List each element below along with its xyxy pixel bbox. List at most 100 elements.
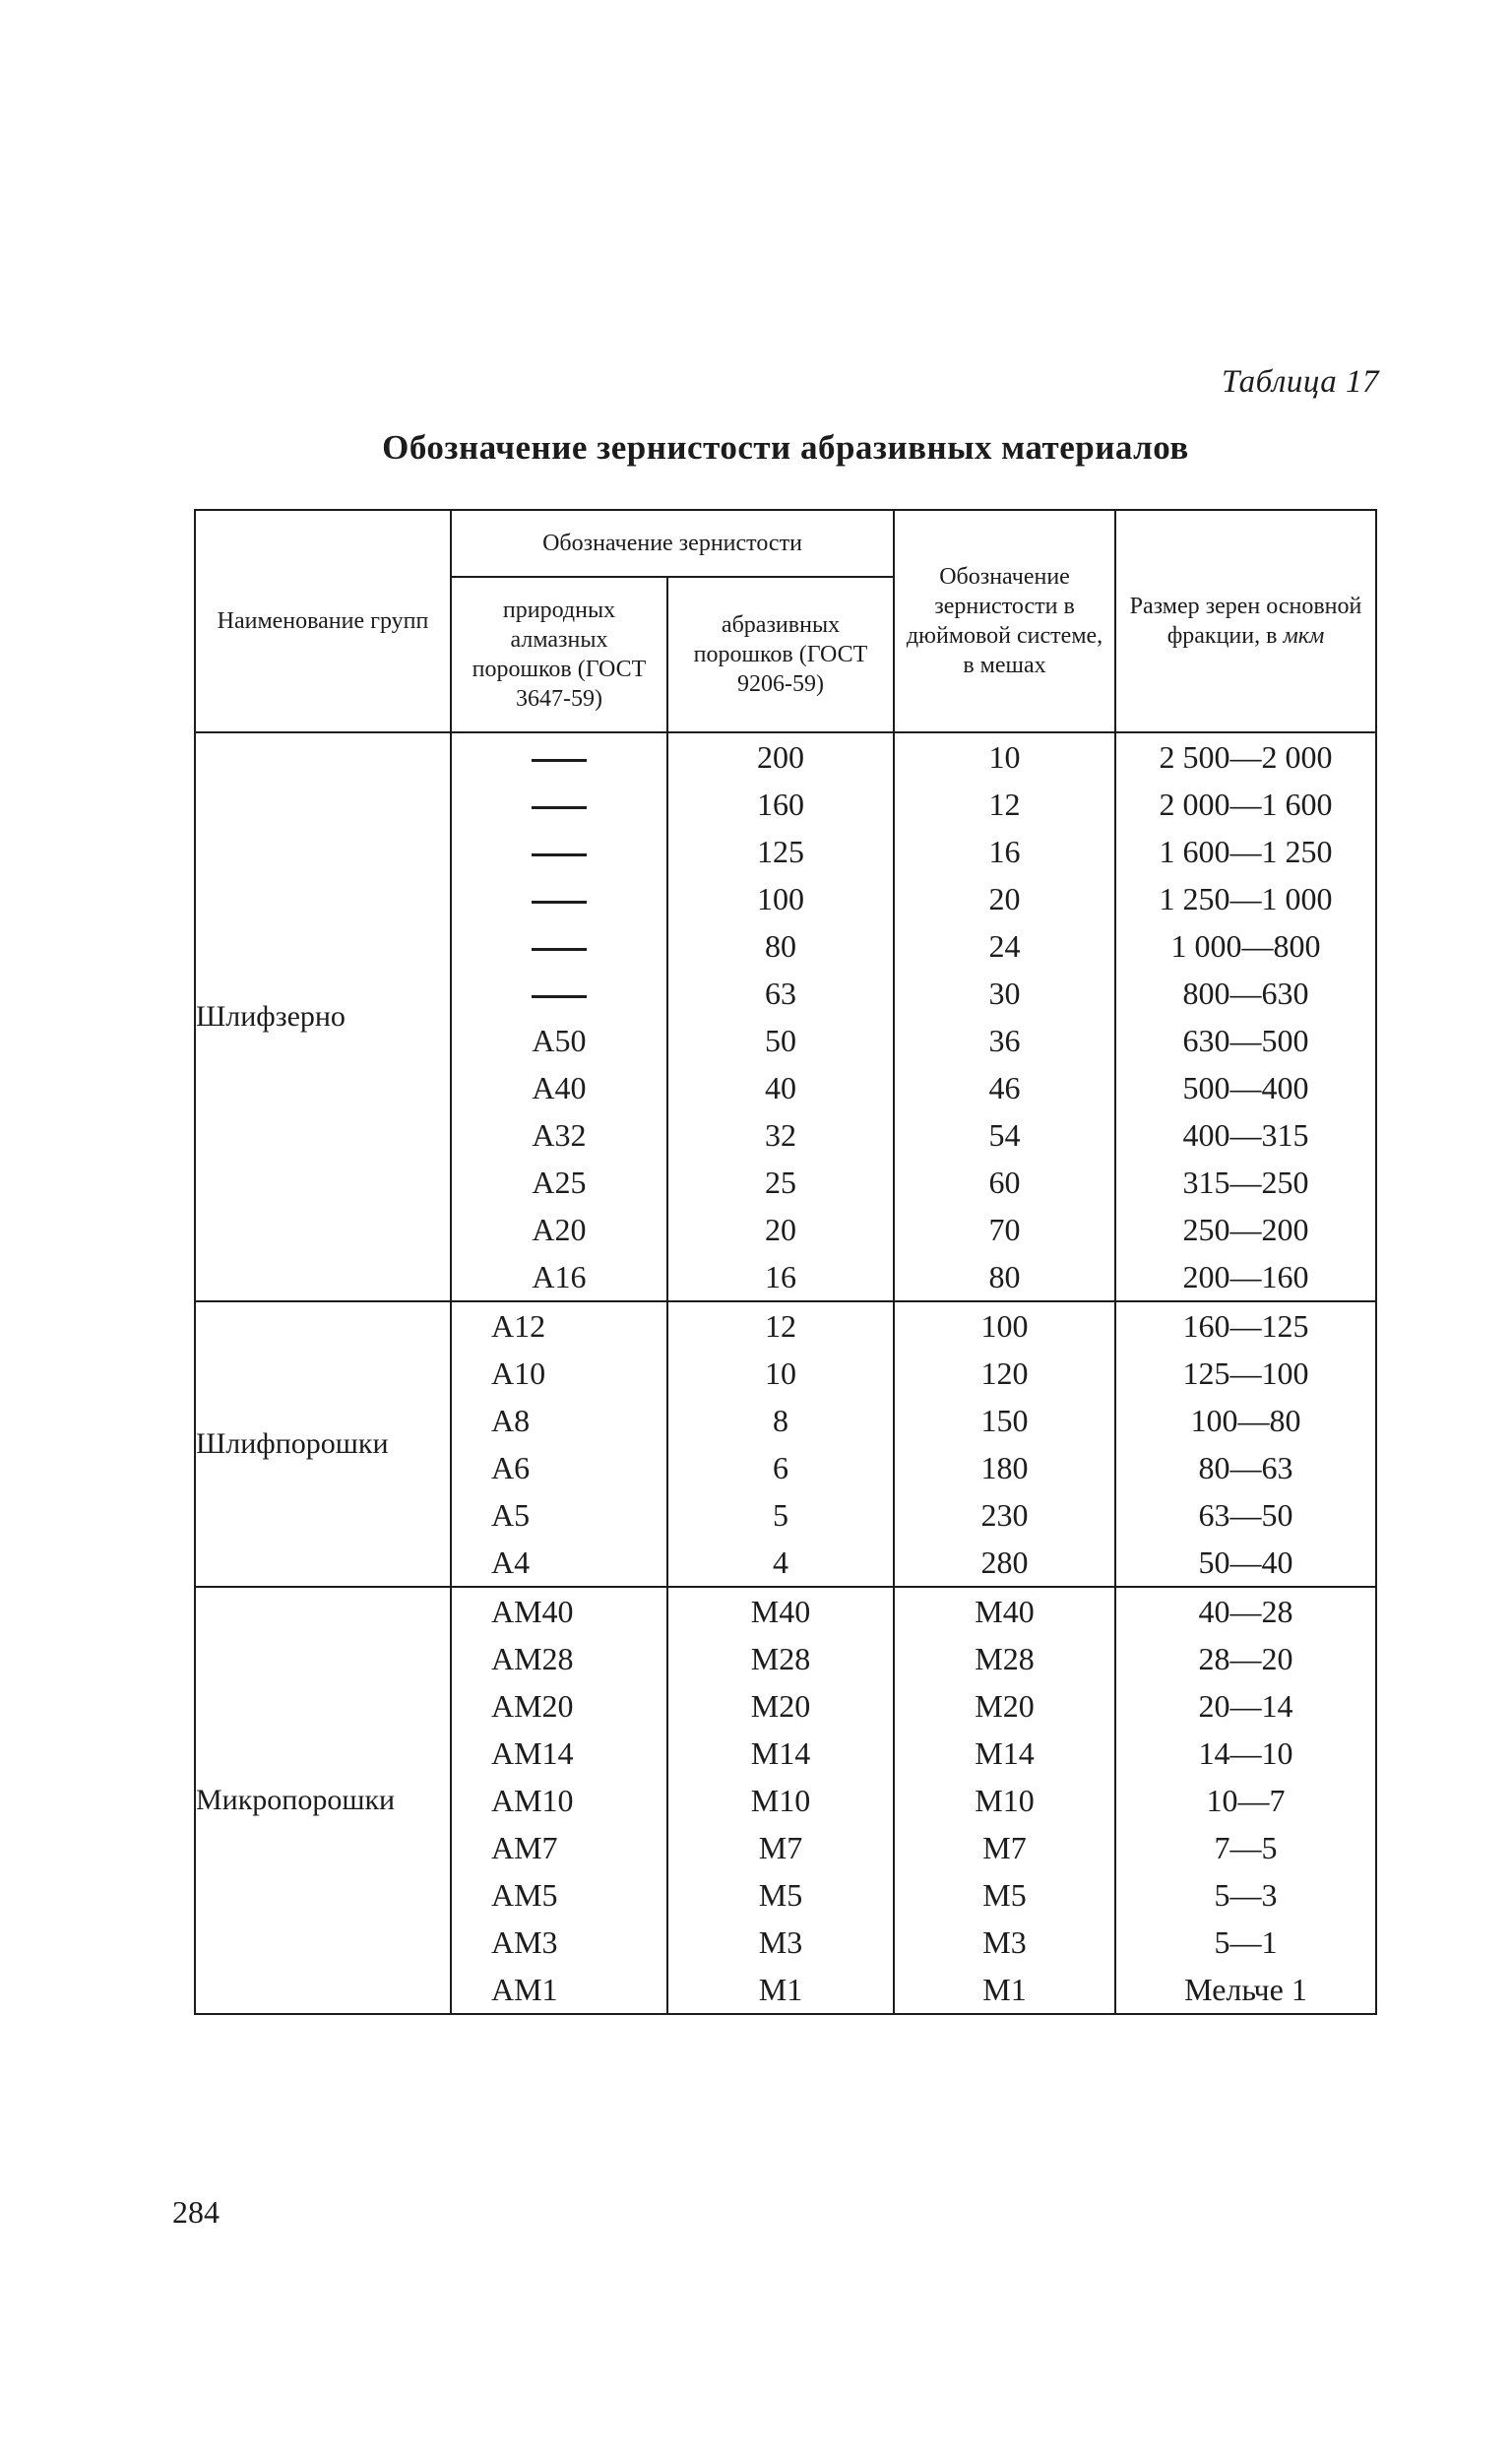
data-value: A40: [452, 1064, 666, 1111]
data-value: 100: [895, 1302, 1114, 1350]
data-value: A12: [452, 1302, 666, 1350]
data-value: AM5: [452, 1871, 666, 1919]
data-cell: 100120150180230280: [894, 1301, 1115, 1587]
group-name-cell: Шлифпорошки: [195, 1301, 451, 1587]
data-value: M5: [895, 1871, 1114, 1919]
data-value: 10: [668, 1350, 893, 1397]
header-designation-span: Обозначение зернистости: [451, 510, 894, 577]
data-value: 32: [668, 1111, 893, 1159]
header-abrasive-powder: абразивных порошков (ГОСТ 9206-59): [667, 577, 894, 732]
data-value: Мельче 1: [1116, 1966, 1375, 2013]
header-group-name: Наименование групп: [195, 510, 451, 732]
data-value: 160: [668, 781, 893, 828]
data-value: 12: [668, 1302, 893, 1350]
data-value: 100—80: [1116, 1397, 1375, 1444]
data-value: M7: [668, 1824, 893, 1871]
data-value: 250—200: [1116, 1206, 1375, 1253]
data-value: [452, 733, 666, 781]
data-value: 25: [668, 1159, 893, 1206]
data-cell: 101216202430364654607080: [894, 732, 1115, 1301]
data-value: AM1: [452, 1966, 666, 2013]
data-value: [452, 781, 666, 828]
data-value: 14—10: [1116, 1730, 1375, 1777]
data-value: 63—50: [1116, 1491, 1375, 1539]
data-value: M28: [895, 1635, 1114, 1682]
table-caption: Обозначение зернистости абразивных матер…: [172, 428, 1399, 468]
data-value: AM7: [452, 1824, 666, 1871]
data-value: 28—20: [1116, 1635, 1375, 1682]
data-value: 100: [668, 875, 893, 922]
data-value: [452, 828, 666, 875]
data-value: A8: [452, 1397, 666, 1444]
header-natural-diamond: природных алмазных порошков (ГОСТ 3647-5…: [451, 577, 667, 732]
data-value: 40: [668, 1064, 893, 1111]
data-value: 63: [668, 970, 893, 1017]
data-cell: 160—125125—100100—8080—6363—5050—40: [1115, 1301, 1376, 1587]
data-value: A32: [452, 1111, 666, 1159]
data-cell: 12108654: [667, 1301, 894, 1587]
data-value: 46: [895, 1064, 1114, 1111]
data-value: 280: [895, 1539, 1114, 1586]
data-value: A25: [452, 1159, 666, 1206]
data-value: M3: [668, 1919, 893, 1966]
data-value: 5—1: [1116, 1919, 1375, 1966]
data-value: 315—250: [1116, 1159, 1375, 1206]
data-value: 10: [895, 733, 1114, 781]
data-value: 5—3: [1116, 1871, 1375, 1919]
data-value: AM10: [452, 1777, 666, 1824]
group-name-cell: Микропорошки: [195, 1587, 451, 2014]
data-value: 7—5: [1116, 1824, 1375, 1871]
data-value: 2 500—2 000: [1116, 733, 1375, 781]
page: Таблица 17 Обозначение зернистости абраз…: [0, 0, 1512, 2457]
data-value: 150: [895, 1397, 1114, 1444]
data-value: 24: [895, 922, 1114, 970]
data-value: 40—28: [1116, 1588, 1375, 1635]
table-header: Наименование групп Обозначение зернистос…: [195, 510, 1376, 732]
data-value: 20: [895, 875, 1114, 922]
data-value: M1: [895, 1966, 1114, 2013]
data-value: 400—315: [1116, 1111, 1375, 1159]
group-name-cell: Шлифзерно: [195, 732, 451, 1301]
data-value: 200: [668, 733, 893, 781]
grit-designation-table: Наименование групп Обозначение зернистос…: [194, 509, 1377, 2015]
data-value: 36: [895, 1017, 1114, 1064]
header-grain-size-unit: мкм: [1283, 623, 1324, 649]
page-number: 284: [172, 2194, 220, 2231]
data-value: M5: [668, 1871, 893, 1919]
table-row: ШлифзерноA50A40A32A25A20A162001601251008…: [195, 732, 1376, 1301]
data-value: M40: [895, 1588, 1114, 1635]
data-value: M28: [668, 1635, 893, 1682]
data-value: 80—63: [1116, 1444, 1375, 1491]
data-value: AM3: [452, 1919, 666, 1966]
data-value: A6: [452, 1444, 666, 1491]
data-value: M7: [895, 1824, 1114, 1871]
data-value: 630—500: [1116, 1017, 1375, 1064]
data-value: 2 000—1 600: [1116, 781, 1375, 828]
data-cell: 2001601251008063504032252016: [667, 732, 894, 1301]
table-body: ШлифзерноA50A40A32A25A20A162001601251008…: [195, 732, 1376, 2014]
data-value: AM28: [452, 1635, 666, 1682]
data-value: 120: [895, 1350, 1114, 1397]
data-value: AM14: [452, 1730, 666, 1777]
data-cell: M40M28M20M14M10M7M5M3M1: [667, 1587, 894, 2014]
data-value: A16: [452, 1253, 666, 1300]
data-cell: 2 500—2 0002 000—1 6001 600—1 2501 250—1…: [1115, 732, 1376, 1301]
data-cell: A12A10A8A6A5A4: [451, 1301, 667, 1587]
data-value: 180: [895, 1444, 1114, 1491]
header-grain-size: Размер зерен основной фракции, в мкм: [1115, 510, 1376, 732]
data-value: 230: [895, 1491, 1114, 1539]
data-value: A10: [452, 1350, 666, 1397]
data-cell: 40—2828—2020—1414—1010—77—55—35—1Мельче …: [1115, 1587, 1376, 2014]
data-value: M1: [668, 1966, 893, 2013]
data-value: 50: [668, 1017, 893, 1064]
header-inch-system: Обозначение зернистости в дюймовой систе…: [894, 510, 1115, 732]
data-value: M10: [668, 1777, 893, 1824]
data-value: M20: [668, 1682, 893, 1730]
data-cell: AM40AM28AM20AM14AM10AM7AM5AM3AM1: [451, 1587, 667, 2014]
data-value: 160—125: [1116, 1302, 1375, 1350]
header-grain-size-text: Размер зерен основной фракции, в: [1130, 594, 1362, 649]
data-value: 1 000—800: [1116, 922, 1375, 970]
data-value: M40: [668, 1588, 893, 1635]
data-value: 54: [895, 1111, 1114, 1159]
data-value: 20: [668, 1206, 893, 1253]
